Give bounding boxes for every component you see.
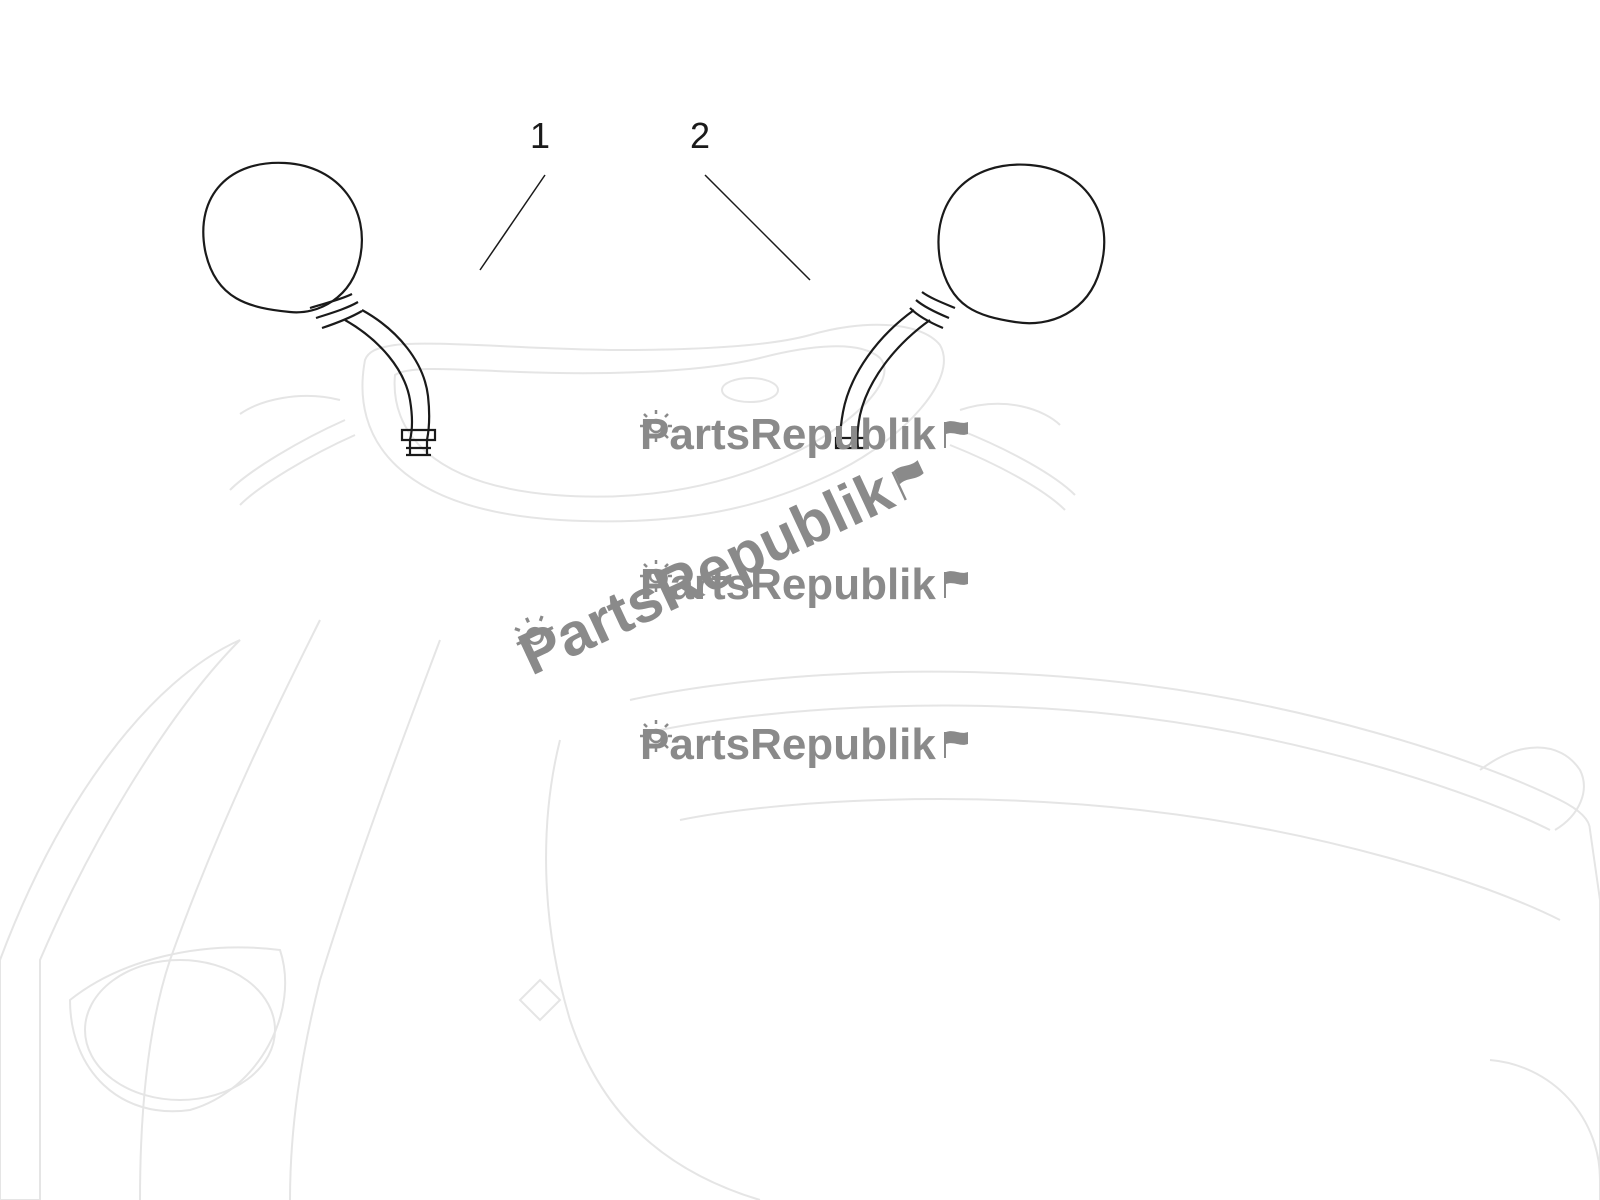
callout-1: 1 xyxy=(530,115,550,157)
callout-2: 2 xyxy=(690,115,710,157)
callout-lines xyxy=(0,0,1600,1200)
diagram-canvas: 1 2 PartsRepublik PartsRepublik xyxy=(0,0,1600,1200)
